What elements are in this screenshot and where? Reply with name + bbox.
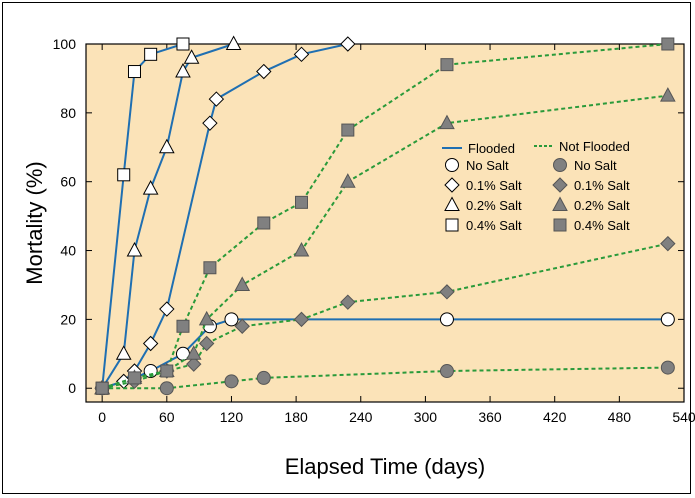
data-point <box>144 47 158 61</box>
data-point <box>234 276 251 291</box>
data-point <box>143 364 158 379</box>
data-point <box>142 180 159 195</box>
data-point <box>115 345 132 360</box>
data-point <box>256 370 271 385</box>
data-point <box>176 37 190 51</box>
data-point <box>660 360 675 375</box>
legend-entry-label: 0.4% Salt <box>466 218 522 233</box>
data-point <box>339 173 356 188</box>
data-point <box>439 284 455 300</box>
data-point <box>198 335 215 352</box>
legend-entry-label: 0.4% Salt <box>574 218 630 233</box>
data-point <box>208 91 225 107</box>
data-point <box>160 364 174 378</box>
x-tick-label: 480 <box>608 409 632 425</box>
data-point <box>660 312 675 327</box>
data-point <box>159 301 175 317</box>
data-point <box>340 36 356 52</box>
x-axis-label: Elapsed Time (days) <box>285 454 486 479</box>
x-tick-label: 240 <box>349 409 373 425</box>
data-point <box>256 63 272 80</box>
x-tick-label: 120 <box>220 409 244 425</box>
legend-marker-filled <box>553 218 567 232</box>
data-point <box>439 114 455 130</box>
x-tick-label: 60 <box>159 409 175 425</box>
x-tick-label: 540 <box>672 409 695 425</box>
legend-marker-filled <box>552 196 568 211</box>
data-point <box>439 364 454 379</box>
data-point <box>175 62 191 78</box>
data-point <box>660 235 676 252</box>
data-point <box>127 371 141 385</box>
y-tick-label: 80 <box>60 105 76 121</box>
data-point <box>186 356 202 372</box>
data-point <box>176 319 190 333</box>
data-point <box>294 195 308 209</box>
legend-flooded-label: Flooded <box>468 141 515 156</box>
data-point <box>224 374 239 389</box>
legend-marker <box>444 177 460 193</box>
legend-entry-label: 0.1% Salt <box>574 178 630 193</box>
data-point <box>225 35 242 50</box>
y-tick-label: 60 <box>60 174 76 190</box>
data-point <box>117 168 131 182</box>
data-point <box>293 241 310 257</box>
data-point <box>340 294 356 310</box>
data-point <box>198 310 215 326</box>
legend-marker <box>444 196 460 211</box>
series-line <box>101 242 669 390</box>
legend-marker-filled <box>552 177 568 193</box>
x-tick-label: 0 <box>98 409 106 425</box>
data-point <box>660 87 676 102</box>
y-tick-label: 100 <box>53 36 77 52</box>
data-point <box>234 318 250 334</box>
y-axis-label: Mortality (%) <box>22 161 47 284</box>
data-point <box>202 115 218 131</box>
x-tick-label: 300 <box>414 409 438 425</box>
data-point <box>203 261 217 275</box>
data-point <box>439 312 454 327</box>
legend-marker <box>445 218 459 232</box>
data-point <box>257 216 271 230</box>
data-point <box>440 58 454 72</box>
y-tick-label: 0 <box>68 380 76 396</box>
y-tick-label: 20 <box>60 311 76 327</box>
data-point <box>126 241 143 257</box>
x-tick-label: 180 <box>284 409 308 425</box>
data-point <box>127 65 141 79</box>
y-tick-label: 40 <box>60 243 76 259</box>
data-point <box>341 123 355 137</box>
data-point <box>95 381 109 395</box>
x-tick-label: 360 <box>478 409 502 425</box>
series-not-flooded-square <box>95 37 675 395</box>
data-point <box>293 311 310 328</box>
data-point <box>142 335 159 352</box>
data-point <box>159 381 174 396</box>
legend-marker <box>445 158 459 172</box>
data-point <box>293 46 310 63</box>
legend-entry-label: 0.1% Salt <box>466 178 522 193</box>
series-not-flooded-circle <box>95 360 675 396</box>
series-line <box>101 43 668 390</box>
legend-not-flooded-label: Not Flooded <box>559 139 630 154</box>
data-point <box>183 49 200 64</box>
legend-entry-label: No Salt <box>466 158 509 173</box>
data-point <box>158 138 175 154</box>
x-tick-label: 420 <box>543 409 567 425</box>
legend-entry-label: No Salt <box>574 158 617 173</box>
legend-entry-label: 0.2% Salt <box>466 198 522 213</box>
legend-marker-filled <box>553 158 567 172</box>
data-point <box>185 345 202 360</box>
data-point <box>661 37 675 51</box>
plot-area <box>85 43 685 403</box>
data-point <box>224 312 239 327</box>
legend-entry-label: 0.2% Salt <box>574 198 630 213</box>
